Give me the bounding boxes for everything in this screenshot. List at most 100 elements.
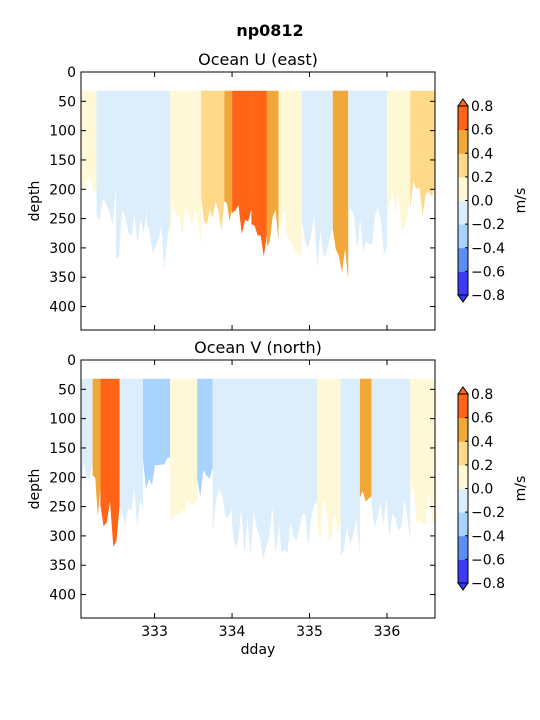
- contour-band: [340, 378, 360, 558]
- y-tick-label: 300: [49, 241, 76, 257]
- x-axis-label: dday: [241, 642, 276, 658]
- colorbar-tick-label: 0.8: [471, 99, 493, 115]
- plot-area: [81, 378, 435, 560]
- x-ticks: 333 334 335 336: [141, 360, 400, 640]
- colorbar-v: 0.8 0.6 0.4 0.2 0.0 −0.2 −0.4 −0.6 −0.8 m/s: [457, 386, 529, 592]
- colorbar-extend-max: [457, 386, 469, 395]
- plot-frame: [80, 359, 436, 619]
- y-axis-label: depth: [27, 181, 43, 222]
- contour-band: [212, 378, 233, 534]
- y-tick-label: 100: [49, 124, 76, 140]
- colorbar-swatch: [458, 271, 468, 296]
- colorbar-tick-label: 0.0: [471, 482, 493, 498]
- colorbar-unit-label: m/s: [513, 476, 529, 502]
- colorbar-swatch: [458, 441, 468, 466]
- colorbar-swatch: [458, 106, 468, 131]
- colorbar-swatch: [458, 153, 468, 178]
- y-ticks: 0 50 100 150 200 250 300 350 400: [49, 353, 435, 604]
- contour-band: [119, 378, 143, 528]
- contour-band: [266, 90, 279, 247]
- colorbar-tick-label: 0.0: [471, 194, 493, 210]
- y-tick-label: 300: [49, 529, 76, 545]
- x-tick-label: 335: [296, 624, 323, 640]
- contour-band: [251, 90, 267, 257]
- colorbar-swatch: [458, 464, 468, 489]
- y-tick-label: 50: [58, 382, 76, 398]
- colorbar-swatch: [458, 394, 468, 419]
- contour-band: [232, 378, 279, 560]
- colorbar-swatch: [458, 200, 468, 225]
- contour-band: [278, 378, 318, 553]
- y-tick-label: 250: [49, 212, 76, 228]
- contour-band: [201, 90, 225, 231]
- colorbar-tick-label: −0.8: [471, 288, 505, 304]
- x-tick-label: 336: [374, 624, 401, 640]
- contour-band: [170, 378, 198, 522]
- y-tick-label: 250: [49, 500, 76, 516]
- contour-band: [92, 378, 101, 517]
- colorbar-tick-label: −0.4: [471, 241, 505, 257]
- contour-band: [170, 90, 202, 248]
- y-tick-label: 0: [67, 65, 76, 81]
- y-tick-label: 350: [49, 558, 76, 574]
- contour-band: [224, 90, 233, 221]
- x-ticks: [154, 72, 388, 330]
- y-tick-label: 150: [49, 153, 76, 169]
- panel-title: Ocean V (north): [194, 338, 322, 357]
- contour-band: [332, 90, 349, 280]
- plot-frame: [80, 71, 436, 331]
- y-tick-label: 400: [49, 588, 76, 604]
- colorbar-extend-max: [457, 98, 469, 107]
- colorbar-tick-label: −0.6: [471, 264, 505, 280]
- contour-band: [410, 90, 435, 216]
- colorbar-swatch: [458, 176, 468, 201]
- contour-band: [100, 378, 120, 547]
- y-tick-label: 0: [67, 353, 76, 369]
- contour-band: [371, 378, 411, 542]
- y-tick-label: 350: [49, 270, 76, 286]
- contour-band: [143, 378, 171, 490]
- colorbar-swatch: [458, 224, 468, 249]
- x-tick-label: 334: [219, 624, 246, 640]
- contour-band: [410, 378, 435, 524]
- y-axis-label: depth: [27, 469, 43, 510]
- colorbar-tick-label: −0.2: [471, 505, 505, 521]
- colorbar-swatch: [458, 129, 468, 154]
- plot-area: [81, 90, 435, 280]
- contour-band: [146, 90, 171, 269]
- colorbar-swatch: [458, 535, 468, 560]
- y-tick-label: 200: [49, 470, 76, 486]
- contour-band: [359, 378, 372, 502]
- colorbar-tick-label: −0.4: [471, 529, 505, 545]
- colorbar-u: 0.8 0.6 0.4 0.2 0.0 −0.2 −0.4 −0.6 −0.8 m/s: [457, 98, 529, 304]
- contour-band: [317, 378, 341, 544]
- colorbar-tick-label: −0.8: [471, 576, 505, 592]
- colorbar-tick-label: 0.2: [471, 170, 493, 186]
- contour-band: [232, 90, 252, 235]
- y-tick-label: 100: [49, 412, 76, 428]
- colorbar-extend-min: [457, 294, 469, 303]
- figure-title: np0812: [236, 21, 303, 40]
- y-tick-label: 200: [49, 182, 76, 198]
- colorbar-swatch: [458, 488, 468, 513]
- contour-band: [96, 90, 116, 225]
- colorbar-unit-label: m/s: [513, 188, 529, 214]
- y-tick-label: 50: [58, 94, 76, 110]
- colorbar-tick-label: 0.4: [471, 434, 493, 450]
- colorbar-tick-label: −0.6: [471, 552, 505, 568]
- x-tick-label: 333: [141, 624, 168, 640]
- contour-band: [301, 90, 333, 269]
- colorbar-tick-label: −0.2: [471, 217, 505, 233]
- y-tick-label: 150: [49, 441, 76, 457]
- colorbar-tick-label: 0.4: [471, 146, 493, 162]
- contour-band: [348, 90, 387, 255]
- contour-band: [115, 90, 147, 259]
- colorbar-swatch: [458, 512, 468, 537]
- contour-band: [81, 378, 93, 491]
- contour-band: [81, 90, 97, 193]
- panel-ocean-u: Ocean U (east) depth 0 50 100 150 200 250 300 3…: [27, 50, 436, 331]
- contour-band: [278, 90, 302, 258]
- colorbar-extend-min: [457, 582, 469, 591]
- colorbar-tick-label: 0.8: [471, 387, 493, 403]
